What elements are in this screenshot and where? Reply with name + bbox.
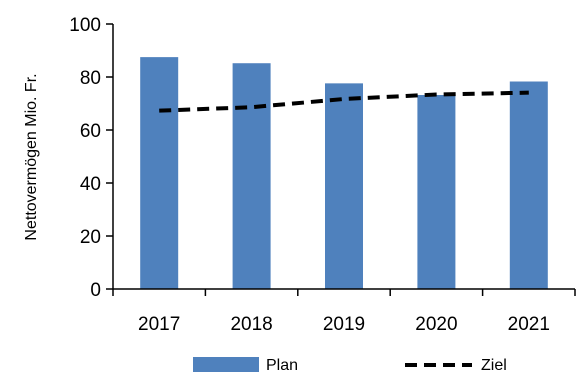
bar-2020 — [417, 95, 456, 290]
y-tick-label-100: 100 — [69, 15, 101, 36]
legend-label-Plan: Plan — [266, 357, 298, 373]
x-tick-label-2021: 2021 — [508, 314, 550, 335]
bar-2021 — [509, 81, 548, 289]
x-tick-label-2017: 2017 — [138, 314, 180, 335]
x-tick-label-2019: 2019 — [323, 314, 365, 335]
y-tick-label-20: 20 — [80, 227, 101, 248]
legend: Plan Ziel — [193, 357, 507, 373]
legend-label-Ziel: Ziel — [481, 357, 507, 373]
line-series-Ziel — [159, 90, 529, 113]
x-tick-label-2018: 2018 — [230, 314, 272, 335]
y-tick-label-40: 40 — [80, 174, 101, 195]
legend-swatch-Plan — [193, 357, 259, 372]
bar-2019 — [325, 83, 363, 289]
x-tick-label-2020: 2020 — [415, 314, 457, 335]
x-axis: 2017 2018 2019 2020 2021 — [112, 288, 576, 335]
y-tick-label-0: 0 — [90, 280, 101, 301]
y-axis-title: Nettovermögen Mio. Fr. — [23, 73, 40, 240]
plot-area — [140, 57, 548, 290]
y-tick-label-80: 80 — [80, 68, 101, 89]
y-tick-label-60: 60 — [80, 121, 101, 142]
y-axis: 0 20 40 60 80 100 — [69, 15, 114, 301]
bar-2018 — [232, 63, 271, 289]
bar-2017 — [140, 57, 179, 289]
